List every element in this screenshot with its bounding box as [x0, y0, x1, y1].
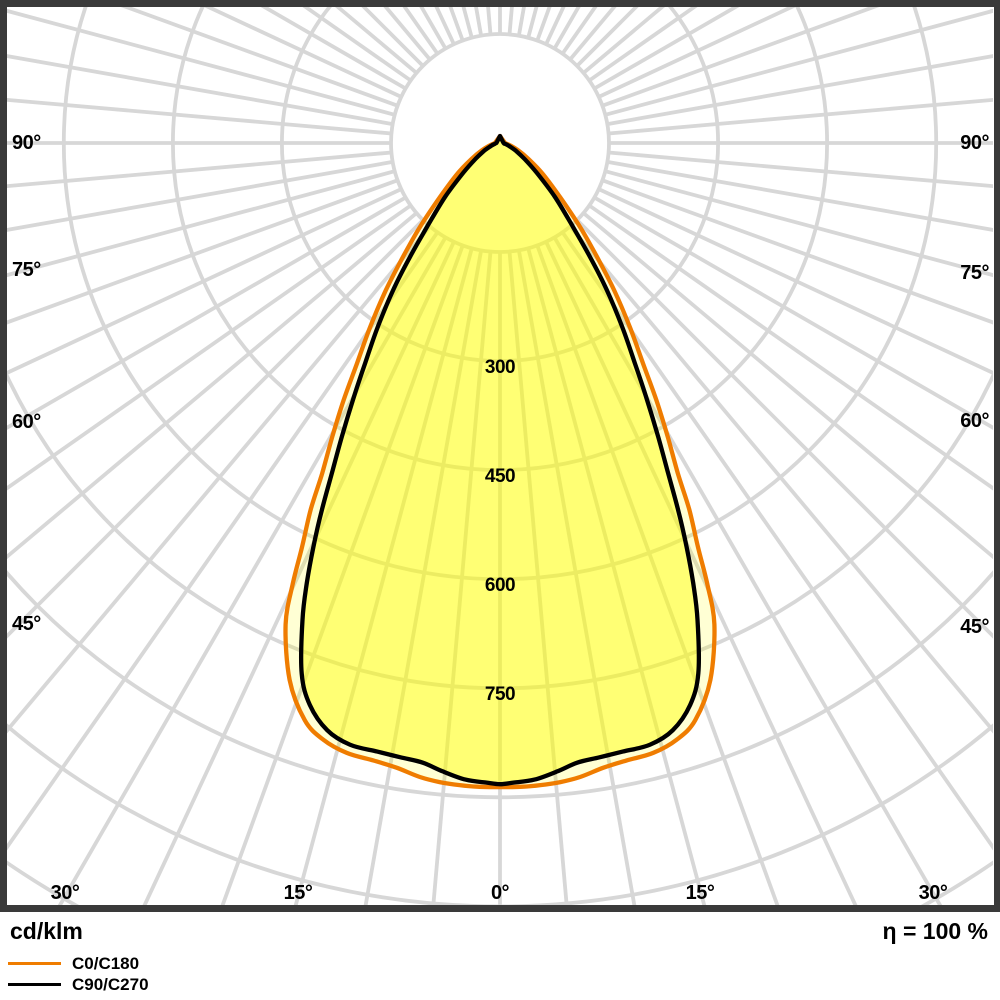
grid-spoke [608, 150, 993, 189]
legend-label-c0c180: C0/C180 [72, 954, 140, 973]
grid-spoke [588, 7, 698, 83]
grid-spoke [552, 236, 943, 905]
legend-line-c0c180 [8, 962, 61, 965]
grid-spoke [560, 231, 993, 851]
grid-spoke [507, 251, 569, 905]
grid-spoke [7, 225, 432, 734]
grid-spoke [431, 251, 493, 905]
angle-label-right: 90° [960, 132, 989, 154]
angle-label-right: 45° [960, 616, 989, 638]
grid-spoke [293, 247, 474, 905]
grid-spoke [607, 160, 993, 232]
unit-label: cd/klm [10, 918, 83, 944]
grid-spoke [7, 150, 392, 189]
grid-spoke [7, 8, 396, 117]
angle-label-bottom: 30° [51, 882, 80, 904]
angle-label-left: 45° [12, 613, 41, 635]
grid-spoke [363, 250, 483, 905]
grid-spoke [7, 231, 440, 851]
grid-spoke [7, 203, 412, 491]
grid-spoke [608, 97, 993, 136]
grid-spoke [575, 218, 993, 639]
grid-spoke [7, 97, 392, 136]
grid-spoke [142, 240, 456, 905]
angle-label-right: 60° [960, 410, 989, 432]
grid-spoke [601, 7, 880, 108]
angle-label-bottom: 15° [284, 882, 313, 904]
grid-spoke [7, 195, 407, 430]
grid-spoke [582, 211, 993, 560]
grid-spoke [7, 187, 403, 376]
grid-spoke [7, 211, 418, 560]
ring-label: 600 [485, 575, 515, 596]
ring-label: 300 [485, 357, 515, 378]
grid-spoke [7, 169, 396, 278]
grid-spoke [544, 240, 858, 905]
grid-spoke [517, 250, 637, 905]
grid-spoke [601, 178, 993, 325]
ring-label: 450 [485, 466, 515, 487]
grid-spoke [203, 7, 403, 99]
grid-spoke [302, 7, 412, 83]
grid-spoke [7, 178, 399, 325]
angle-label-left: 90° [12, 132, 41, 154]
legend-line-c90c270 [8, 983, 61, 986]
grid-spoke [220, 244, 465, 905]
grid-spoke [7, 218, 425, 639]
grid-spoke [568, 225, 993, 734]
angle-label-bottom: 30° [919, 882, 948, 904]
grid-spoke [526, 247, 707, 905]
grid-spoke [604, 169, 993, 278]
curve-c90c270 [298, 133, 702, 787]
legend-label-c90c270: C90/C270 [72, 975, 149, 994]
grid-spoke [597, 7, 797, 99]
grid-spoke [588, 203, 993, 491]
grid-spoke [597, 187, 993, 376]
grid-spoke [7, 160, 393, 232]
grid-spoke [607, 54, 993, 126]
grid-spoke [535, 244, 780, 905]
angle-label-bottom: 15° [686, 882, 715, 904]
plot-frame [0, 0, 1000, 912]
grid-spoke [7, 54, 393, 126]
efficiency-label: η = 100 % [882, 918, 988, 944]
angle-label-left: 60° [12, 411, 41, 433]
grid-spoke [604, 8, 993, 117]
grid-spoke [120, 7, 399, 108]
ring-label: 750 [485, 684, 515, 705]
curve-c0c180 [283, 133, 717, 790]
grid-spoke [57, 236, 448, 905]
angle-label-bottom: 0° [491, 882, 510, 904]
angle-label-right: 75° [960, 262, 989, 284]
grid-spoke [593, 195, 993, 430]
angle-label-left: 75° [12, 259, 41, 281]
